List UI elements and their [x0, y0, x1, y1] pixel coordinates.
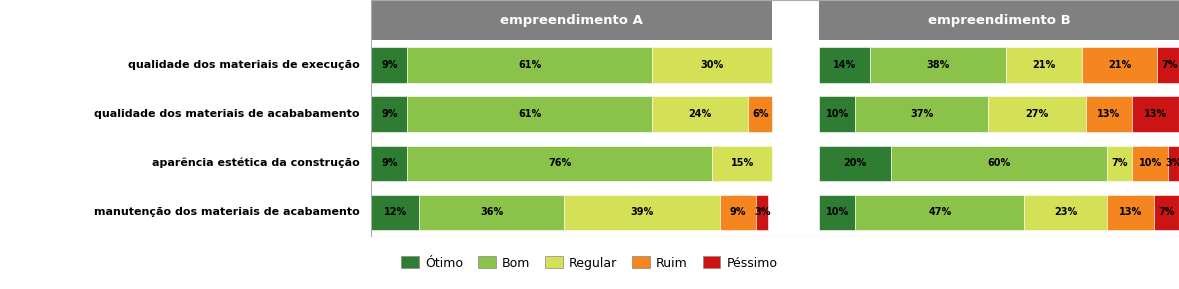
Text: 47%: 47% [928, 208, 951, 217]
Text: 3%: 3% [755, 208, 770, 217]
Text: 9%: 9% [381, 60, 397, 70]
Bar [652, 47, 772, 83]
Bar [749, 96, 772, 132]
Text: 30%: 30% [700, 60, 724, 70]
Text: 21%: 21% [1033, 60, 1055, 70]
Text: 76%: 76% [548, 158, 572, 168]
Bar [1107, 146, 1132, 181]
Bar [652, 96, 749, 132]
Bar [408, 146, 712, 181]
Text: 36%: 36% [480, 208, 503, 217]
Bar [819, 146, 891, 181]
Bar [1168, 146, 1179, 181]
Bar [408, 96, 652, 132]
Text: 20%: 20% [844, 158, 867, 168]
Bar [819, 96, 856, 132]
Bar [756, 195, 769, 230]
Bar [371, 195, 420, 230]
Text: 14%: 14% [832, 60, 856, 70]
Text: 9%: 9% [730, 208, 746, 217]
Text: 38%: 38% [927, 60, 950, 70]
Text: empreendimento B: empreendimento B [928, 14, 1071, 27]
Text: 13%: 13% [1144, 109, 1167, 119]
Bar [371, 0, 1179, 237]
Bar [891, 146, 1107, 181]
Text: 3%: 3% [1165, 158, 1179, 168]
Bar [856, 96, 988, 132]
Bar [1158, 47, 1179, 83]
Text: 10%: 10% [825, 109, 849, 119]
Text: 7%: 7% [1161, 60, 1178, 70]
Text: 7%: 7% [1158, 208, 1174, 217]
Bar [371, 96, 408, 132]
Text: qualidade dos materiais de acababamento: qualidade dos materiais de acababamento [94, 109, 360, 119]
Legend: Ótimo, Bom, Regular, Ruim, Péssimo: Ótimo, Bom, Regular, Ruim, Péssimo [396, 251, 783, 275]
Bar [371, 146, 408, 181]
Bar [819, 47, 870, 83]
Bar [1132, 96, 1179, 132]
Text: 7%: 7% [1112, 158, 1128, 168]
Bar [408, 47, 652, 83]
Bar [371, 47, 408, 83]
Bar [1154, 195, 1179, 230]
Bar [371, 0, 772, 40]
Text: 61%: 61% [518, 109, 541, 119]
Text: 60%: 60% [988, 158, 1010, 168]
Text: 39%: 39% [631, 208, 653, 217]
Bar [1132, 146, 1168, 181]
Bar [720, 195, 756, 230]
Bar [988, 96, 1086, 132]
Text: 13%: 13% [1098, 109, 1120, 119]
Text: 24%: 24% [689, 109, 712, 119]
Bar [819, 195, 856, 230]
Text: qualidade dos materiais de execução: qualidade dos materiais de execução [127, 60, 360, 70]
Bar [870, 47, 1007, 83]
Bar [819, 0, 1179, 40]
Text: empreendimento A: empreendimento A [500, 14, 644, 27]
Text: 6%: 6% [752, 109, 769, 119]
Bar [712, 146, 772, 181]
Text: 10%: 10% [825, 208, 849, 217]
Bar [1107, 195, 1154, 230]
Bar [1025, 195, 1107, 230]
Text: 10%: 10% [1139, 158, 1161, 168]
Text: 13%: 13% [1119, 208, 1142, 217]
Text: 61%: 61% [518, 60, 541, 70]
Bar [1082, 47, 1158, 83]
Text: manutenção dos materiais de acabamento: manutenção dos materiais de acabamento [94, 208, 360, 217]
Bar [420, 195, 564, 230]
Text: 15%: 15% [731, 158, 753, 168]
Text: 21%: 21% [1108, 60, 1132, 70]
Text: 12%: 12% [384, 208, 407, 217]
Text: aparência estética da construção: aparência estética da construção [152, 158, 360, 168]
Bar [1007, 47, 1082, 83]
Text: 9%: 9% [381, 158, 397, 168]
Text: 9%: 9% [381, 109, 397, 119]
Text: 23%: 23% [1054, 208, 1078, 217]
Bar [1086, 96, 1132, 132]
Bar [564, 195, 720, 230]
Text: 37%: 37% [910, 109, 934, 119]
Bar [856, 195, 1025, 230]
Text: 27%: 27% [1026, 109, 1048, 119]
